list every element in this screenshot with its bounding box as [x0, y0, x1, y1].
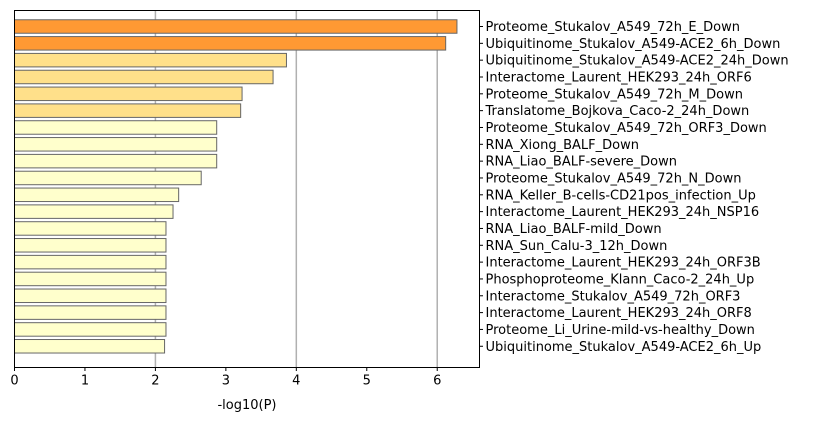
- category-label: RNA_Liao_BALF-mild_Down: [486, 222, 662, 237]
- bar: [14, 204, 174, 219]
- bar: [14, 19, 458, 34]
- bar: [14, 187, 180, 203]
- x-tick-label: 1: [81, 374, 89, 389]
- x-tick-label: 0: [10, 374, 18, 389]
- bar: [14, 170, 202, 186]
- bar: [14, 153, 218, 169]
- category-label: Phosphoproteome_Klann_Caco-2_24h_Up: [486, 272, 755, 287]
- x-tick-label: 2: [151, 374, 159, 389]
- category-label: Interactome_Laurent_HEK293_24h_ORF6: [486, 70, 752, 85]
- category-label: Ubiquitinome_Stukalov_A549-ACE2_24h_Down: [486, 54, 789, 69]
- category-label: Proteome_Li_Urine-mild-vs-healthy_Down: [486, 323, 755, 338]
- category-label: Interactome_Stukalov_A549_72h_ORF3: [486, 289, 741, 304]
- bar: [14, 103, 242, 118]
- category-label: Interactome_Laurent_HEK293_24h_ORF3B: [486, 256, 761, 271]
- bar: [14, 36, 447, 51]
- bar: [14, 271, 167, 287]
- x-axis-label: -log10(P): [217, 398, 276, 413]
- category-labels: Proteome_Stukalov_A549_72h_E_Down Ubiquit…: [479, 20, 789, 355]
- x-axis-ticks: 0 1 2 3 4 5 6: [10, 367, 441, 389]
- x-tick-label: 5: [363, 374, 371, 389]
- x-tick-label: 4: [292, 374, 300, 389]
- bar: [14, 322, 167, 337]
- bars-layer: [14, 19, 458, 354]
- category-label: Proteome_Stukalov_A549_72h_N_Down: [486, 171, 742, 186]
- category-label: Proteome_Stukalov_A549_72h_E_Down: [486, 20, 740, 35]
- category-label: RNA_Xiong_BALF_Down: [486, 138, 639, 153]
- bar: [14, 305, 167, 320]
- bar: [14, 120, 218, 135]
- category-label: Ubiquitinome_Stukalov_A549-ACE2_6h_Down: [486, 37, 781, 52]
- category-label: Proteome_Stukalov_A549_72h_ORF3_Down: [486, 121, 767, 136]
- bar: [14, 221, 167, 236]
- bar: [14, 69, 274, 85]
- x-tick-label: 3: [222, 374, 230, 389]
- bar: [14, 288, 167, 304]
- bar: [14, 339, 166, 354]
- x-tick-label: 6: [433, 374, 441, 389]
- category-label: RNA_Liao_BALF-severe_Down: [486, 155, 678, 170]
- bar: [14, 238, 167, 253]
- category-label: RNA_Keller_B-cells-CD21pos_infection_Up: [486, 188, 756, 203]
- category-label: Ubiquitinome_Stukalov_A549-ACE2_6h_Up: [486, 340, 762, 355]
- category-label: Translatome_Bojkova_Caco-2_24h_Down: [485, 104, 750, 119]
- plot-frame: [14, 10, 480, 368]
- category-label: RNA_Sun_Calu-3_12h_Down: [486, 239, 668, 254]
- category-label: Interactome_Laurent_HEK293_24h_NSP16: [486, 205, 760, 220]
- bar: [14, 86, 243, 102]
- bar: [14, 52, 287, 68]
- category-label: Proteome_Stukalov_A549_72h_M_Down: [486, 87, 744, 102]
- bar: [14, 254, 167, 270]
- category-label: Interactome_Laurent_HEK293_24h_ORF8: [486, 306, 752, 321]
- bar: [14, 137, 218, 152]
